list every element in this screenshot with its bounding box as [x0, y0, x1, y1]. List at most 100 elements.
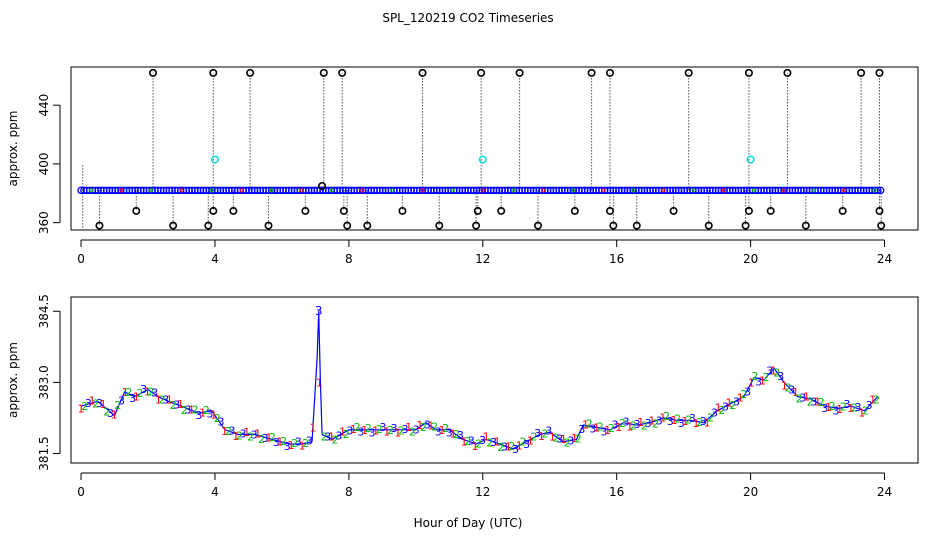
marker-label-3: 3 [578, 423, 585, 436]
marker-label-3: 3 [501, 441, 508, 454]
marker-label-2: 2 [531, 431, 538, 444]
marker-label-1: 1 [438, 424, 445, 437]
top-xtick-label: 20 [743, 252, 758, 266]
outlier-point [319, 68, 328, 77]
marker-label-2: 2 [630, 419, 637, 432]
marker-label-3: 3 [284, 440, 291, 453]
outlier-point [149, 68, 158, 77]
marker-label-2: 2 [818, 396, 825, 409]
marker-label-2: 2 [214, 412, 221, 425]
marker-label-1: 1 [449, 427, 456, 440]
outlier-point [318, 181, 327, 190]
marker-label-3: 3 [777, 370, 784, 383]
marker-label-3: 3 [96, 397, 103, 410]
marker-label-3: 3 [722, 400, 729, 413]
outlier-point [435, 221, 444, 230]
marker-label-2: 2 [170, 399, 177, 412]
baseline-accent [751, 188, 757, 193]
bottom-xtick-label: 24 [877, 485, 892, 499]
outlier-point [398, 206, 407, 215]
bottom-ytick-label: 384.5 [37, 294, 51, 328]
marker-label-1: 1 [494, 435, 501, 448]
bottom-xtick-label: 0 [77, 485, 85, 499]
marker-label-3: 3 [151, 387, 158, 400]
marker-label-3: 3 [799, 392, 806, 405]
marker-label-2: 2 [542, 427, 549, 440]
marker-label-3: 3 [324, 430, 331, 443]
marker-label-1: 1 [383, 426, 390, 439]
top-xtick-label: 4 [211, 252, 219, 266]
bottom-xtick-label: 12 [475, 485, 490, 499]
marker-label-1: 1 [361, 424, 368, 437]
marker-label-1: 1 [78, 403, 85, 416]
marker-label-2: 2 [464, 435, 471, 448]
marker-label-1: 1 [825, 401, 832, 414]
marker-label-3: 3 [512, 443, 519, 456]
marker-label-2: 2 [92, 398, 99, 411]
marker-label-3: 3 [490, 436, 497, 449]
top-plot-frame [70, 66, 919, 231]
bottom-xtick-label: 20 [743, 485, 758, 499]
marker-label-1: 1 [155, 393, 162, 406]
marker-label-2: 2 [873, 394, 880, 407]
marker-label-3: 3 [306, 435, 313, 448]
marker-label-2: 2 [269, 431, 276, 444]
marker-label-1: 1 [472, 440, 479, 453]
marker-label-2: 2 [81, 400, 88, 413]
outlier-point [684, 68, 693, 77]
top-ytick-label: 400 [37, 152, 51, 175]
marker-label-3: 3 [206, 408, 213, 421]
marker-label-1: 1 [144, 386, 151, 399]
baseline-accent [571, 188, 576, 193]
cyan-point [746, 155, 755, 164]
spike-marker-label: 1 [316, 376, 323, 389]
baseline-accent [299, 188, 305, 193]
baseline-accent [450, 188, 455, 193]
marker-label-3: 3 [755, 375, 762, 388]
marker-label-1: 1 [571, 432, 578, 445]
marker-label-2: 2 [763, 371, 770, 384]
marker-label-2: 2 [387, 424, 394, 437]
marker-label-2: 2 [774, 366, 781, 379]
marker-label-1: 1 [100, 398, 107, 411]
marker-label-3: 3 [435, 426, 442, 439]
marker-label-3: 3 [623, 415, 630, 428]
marker-label-2: 2 [575, 432, 582, 445]
marker-label-1: 1 [814, 396, 821, 409]
marker-label-2: 2 [740, 388, 747, 401]
marker-label-2: 2 [508, 440, 515, 453]
marker-label-1: 1 [133, 391, 140, 404]
marker-label-3: 3 [832, 405, 839, 418]
marker-label-2: 2 [332, 433, 339, 446]
x-axis-label: Hour of Day (UTC) [414, 516, 523, 530]
marker-label-3: 3 [645, 417, 652, 430]
marker-label-1: 1 [299, 440, 306, 453]
baseline-accent [480, 188, 485, 193]
baseline-accent [239, 188, 244, 193]
baseline-accent [88, 188, 94, 193]
marker-label-2: 2 [409, 426, 416, 439]
marker-label-3: 3 [424, 418, 431, 431]
marker-label-2: 2 [641, 419, 648, 432]
spike-marker-label: 3 [315, 304, 323, 318]
marker-label-1: 1 [483, 431, 490, 444]
marker-label-3: 3 [273, 436, 280, 449]
marker-label-2: 2 [785, 381, 792, 394]
baseline-accent [179, 188, 184, 193]
marker-label-1: 1 [243, 426, 250, 439]
marker-label-1: 1 [582, 419, 589, 432]
bottom-xtick-label: 8 [345, 485, 353, 499]
marker-label-2: 2 [365, 422, 372, 435]
marker-label-3: 3 [479, 434, 486, 447]
marker-label-2: 2 [114, 399, 121, 412]
marker-label-2: 2 [796, 393, 803, 406]
marker-label-2: 2 [103, 406, 110, 419]
baseline-accent [420, 188, 425, 193]
marker-label-2: 2 [442, 422, 449, 435]
marker-label-1: 1 [405, 421, 412, 434]
marker-label-2: 2 [431, 420, 438, 433]
outlier-point [587, 68, 596, 77]
marker-label-2: 2 [203, 404, 210, 417]
marker-label-2: 2 [181, 404, 188, 417]
